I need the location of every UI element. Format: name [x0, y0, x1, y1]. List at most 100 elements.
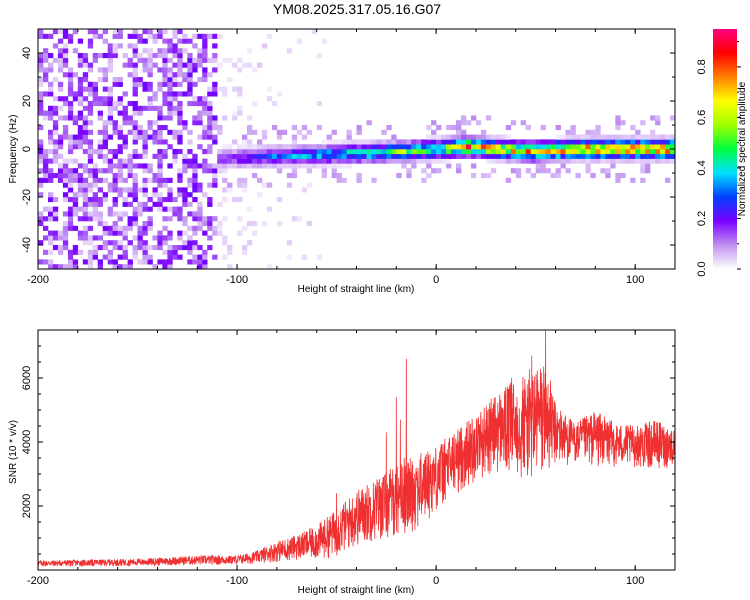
- spectrogram-cell: [92, 53, 98, 59]
- spectrogram-cell: [650, 144, 656, 150]
- spectrogram-cell: [276, 129, 283, 135]
- spectrogram-cell: [525, 139, 531, 145]
- spectrogram-cell: [182, 48, 188, 54]
- spectrogram-cell: [495, 153, 502, 159]
- spectrogram-cell: [167, 187, 173, 193]
- spectrogram-cell: [630, 134, 636, 140]
- spectrogram-cell: [217, 225, 223, 231]
- spectrogram-cell: [102, 53, 108, 59]
- spectrogram-cell: [177, 62, 183, 68]
- spectrogram-cell: [127, 33, 133, 39]
- spectrogram-cell: [207, 235, 213, 241]
- spectrogram-cell: [187, 101, 193, 107]
- spectrogram-cell: [182, 158, 188, 164]
- spectrogram-cell: [605, 134, 611, 140]
- spectrogram-cell: [52, 173, 59, 179]
- spectrogram-cell: [38, 101, 44, 107]
- spectrogram-cell: [82, 230, 89, 236]
- spectrogram-cell: [276, 163, 283, 169]
- spectrogram-cell: [43, 153, 49, 159]
- spectrogram-cell: [590, 144, 596, 150]
- spectrogram-cell: [202, 254, 208, 260]
- spectrogram-cell: [490, 139, 497, 145]
- spectrogram-cell: [112, 163, 118, 169]
- spectrogram-cell: [48, 173, 54, 179]
- spectrogram-cell: [401, 144, 407, 150]
- spectrogram-cell: [580, 149, 586, 155]
- spectrogram-cell: [590, 134, 596, 140]
- spectrogram-cell: [187, 211, 193, 217]
- spectrogram-cell: [466, 134, 472, 140]
- spectrogram-cell: [207, 72, 213, 78]
- spectrogram-cell: [620, 139, 626, 145]
- spectrogram-cell: [38, 216, 44, 222]
- spectrogram-cell: [630, 144, 636, 150]
- spectrogram-cell: [77, 235, 84, 241]
- spectrogram-cell: [550, 173, 556, 179]
- spectrogram-cell: [112, 197, 118, 203]
- spectrogram-cell: [242, 245, 248, 251]
- spectrogram-cell: [286, 149, 293, 155]
- spectrogram-cell: [117, 96, 123, 102]
- spectrogram-cell: [276, 134, 283, 140]
- spectrogram-cell: [212, 254, 218, 260]
- spectrogram-cell: [187, 77, 193, 83]
- spectrogram-cell: [217, 158, 223, 164]
- spectrogram-cell: [301, 125, 308, 131]
- spectrogram-cell: [112, 221, 118, 227]
- spectrogram-cell: [72, 259, 79, 265]
- spectrogram-cell: [87, 110, 94, 116]
- spectrogram-cell: [356, 158, 362, 164]
- spectrogram-cell: [555, 149, 561, 155]
- spectrogram-cell: [351, 158, 357, 164]
- spectrogram-cell: [306, 129, 312, 135]
- spectrogram-cell: [217, 33, 223, 39]
- spectrogram-cell: [62, 173, 69, 179]
- spectrogram-cell: [57, 115, 64, 121]
- spectrogram-cell: [157, 110, 163, 116]
- spectrogram-cell: [107, 115, 113, 121]
- spectrogram-cell: [52, 211, 59, 217]
- spectrogram-cell: [242, 158, 248, 164]
- spectrogram-cell: [575, 139, 581, 145]
- spectrogram-cell: [107, 134, 113, 140]
- spectrogram-cell: [500, 134, 507, 140]
- spectrogram-cell: [127, 101, 133, 107]
- spectrogram-cell: [142, 206, 148, 212]
- spectrogram-cell: [107, 187, 113, 193]
- spectrogram-cell: [565, 168, 571, 174]
- spectrogram-cell: [281, 149, 288, 155]
- spectrogram-cell: [62, 53, 69, 59]
- spectrogram-cell: [202, 96, 208, 102]
- spectrogram-cell: [82, 192, 89, 198]
- colorbar-tick-label: 0.6: [696, 110, 708, 125]
- spectrogram-cell: [142, 163, 148, 169]
- spectrogram-cell: [147, 57, 153, 63]
- spectrogram-cell: [48, 240, 54, 246]
- spectrogram-cell: [276, 168, 283, 174]
- spectrogram-cell: [122, 187, 128, 193]
- spectrogram-cell: [271, 149, 278, 155]
- snr-x-tick-label: 100: [626, 575, 644, 587]
- spectrogram-cell: [147, 134, 153, 140]
- spectrogram-cell: [167, 230, 173, 236]
- spectrogram-cell: [87, 259, 94, 265]
- spectrogram-cell: [237, 57, 243, 63]
- spectrogram-cell: [67, 254, 74, 260]
- spectrogram-cell: [441, 134, 447, 140]
- spectrogram-cell: [202, 72, 208, 78]
- spectrogram-cell: [207, 197, 213, 203]
- spectrogram-cell: [247, 48, 253, 54]
- spectrogram-cell: [655, 153, 661, 159]
- spectrogram-cell: [142, 62, 148, 68]
- spectrogram-cell: [515, 139, 522, 145]
- spectrogram-cell: [117, 149, 123, 155]
- spectrogram-cell: [157, 129, 163, 135]
- spectrogram-cell: [122, 53, 128, 59]
- spectrogram-cell: [167, 144, 173, 150]
- spectrogram-cell: [107, 57, 113, 63]
- spectrogram-cell: [112, 230, 118, 236]
- spectrogram-cell: [306, 182, 312, 188]
- spectrogram-cell: [391, 153, 397, 159]
